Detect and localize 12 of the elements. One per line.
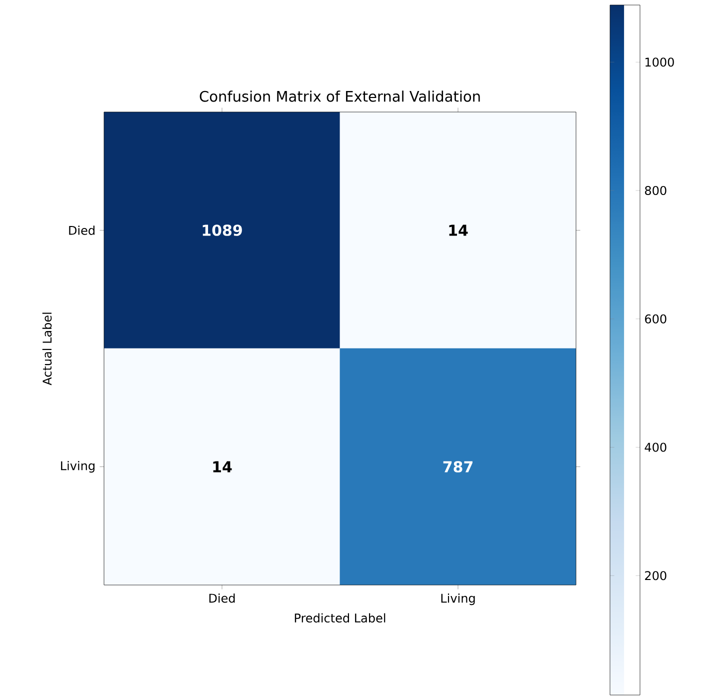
data-label: 14 bbox=[449, 224, 468, 236]
color-bar-label: 600 bbox=[645, 314, 666, 324]
data-label: 14 bbox=[213, 461, 232, 472]
data-label: 1089 bbox=[202, 224, 242, 236]
color-bar-label: 200 bbox=[645, 571, 666, 580]
data-label: 787 bbox=[443, 461, 472, 472]
y-axis-title: Actual Label bbox=[42, 312, 52, 386]
x-axis-title: Predicted Label bbox=[294, 613, 386, 623]
color-bar-label: 1000 bbox=[646, 58, 674, 67]
chart-title: Confusion Matrix of External Validation bbox=[200, 90, 480, 102]
color-bar-label: 800 bbox=[645, 186, 666, 196]
color-bar-label: 400 bbox=[644, 442, 666, 452]
